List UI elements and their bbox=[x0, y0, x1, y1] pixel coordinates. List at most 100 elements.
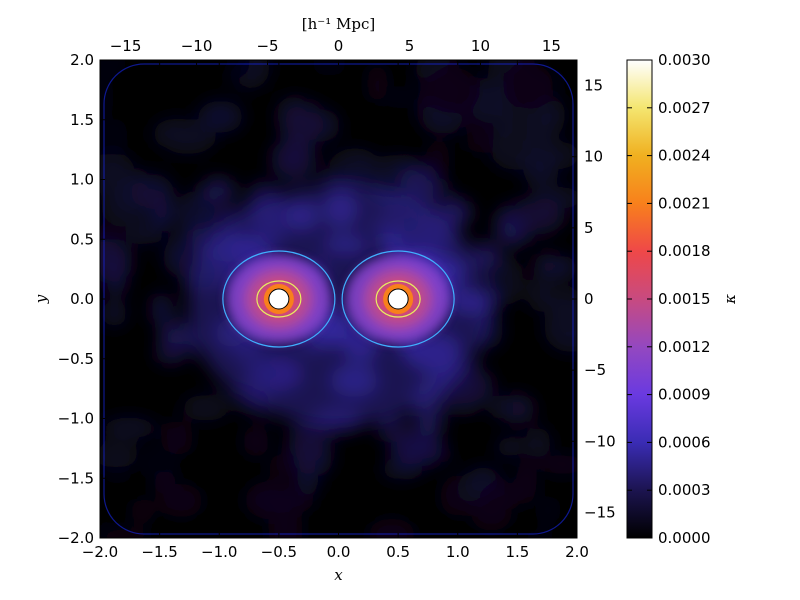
noise-clump bbox=[101, 300, 127, 327]
colorbar-tick-label: 0.0015 bbox=[658, 290, 711, 308]
noise-clump bbox=[510, 196, 565, 235]
noise-clump bbox=[125, 225, 162, 245]
x-tick-label: −0.5 bbox=[261, 543, 297, 561]
noise-clump bbox=[444, 200, 472, 226]
colorbar-tick-label: 0.0006 bbox=[658, 433, 711, 451]
noise-clump bbox=[271, 138, 316, 181]
noise-clump bbox=[244, 480, 297, 520]
y-tick-label: −1.5 bbox=[58, 469, 94, 487]
noise-clump bbox=[100, 117, 128, 155]
right-tick-label: 0 bbox=[584, 290, 594, 308]
noise-clump bbox=[425, 67, 480, 114]
noise-clump bbox=[201, 178, 236, 202]
y-tick-label: 1.5 bbox=[70, 111, 94, 129]
x-tick-label: 0.0 bbox=[327, 543, 351, 561]
noise-clump bbox=[105, 463, 130, 483]
colorbar: 0.0000 0.0003 0.0006 0.0009 0.0012 0.0015 0.00… bbox=[626, 51, 739, 547]
top-tick-label: 15 bbox=[542, 37, 561, 55]
x-tick-label: 2.0 bbox=[565, 543, 589, 561]
colorbar-tick-label: 0.0003 bbox=[658, 481, 711, 499]
top-tick-label: −5 bbox=[256, 37, 278, 55]
colorbar-tick-label: 0.0021 bbox=[658, 194, 711, 212]
noise-clump bbox=[105, 251, 127, 298]
colorbar-ticks: 0.0000 0.0003 0.0006 0.0009 0.0012 0.0015 0.00… bbox=[627, 51, 711, 547]
y-tick-label: 2.0 bbox=[70, 51, 94, 69]
noise-clump bbox=[155, 343, 186, 365]
colorbar-tick-label: 0.0027 bbox=[658, 99, 711, 117]
y-tick-label: 0.0 bbox=[70, 290, 94, 308]
noise-clump bbox=[525, 426, 551, 459]
contour-line bbox=[222, 250, 336, 348]
noise-clump bbox=[527, 277, 556, 313]
noise-clump bbox=[503, 62, 554, 110]
noise-clump bbox=[161, 420, 194, 457]
noise-clump bbox=[425, 142, 450, 178]
noise-clump bbox=[400, 165, 435, 207]
x-tick-label: −1.0 bbox=[201, 543, 237, 561]
y-tick-label: 1.0 bbox=[70, 171, 94, 189]
cluster-peak bbox=[387, 288, 409, 310]
noise-clump bbox=[368, 518, 416, 538]
noise-clump bbox=[268, 511, 304, 538]
colorbar-tick-label: 0.0012 bbox=[658, 338, 711, 356]
noise-clump bbox=[288, 422, 330, 463]
right-tick-label: −15 bbox=[584, 503, 616, 521]
top-tick-label: 5 bbox=[405, 37, 415, 55]
noise-clump bbox=[541, 454, 577, 475]
top-tick-label: −10 bbox=[181, 37, 213, 55]
x-axis-label: x bbox=[334, 566, 343, 584]
noise-clump bbox=[549, 288, 577, 332]
noise-clump bbox=[440, 475, 475, 517]
contour-line bbox=[341, 250, 455, 348]
contour-line bbox=[375, 280, 421, 318]
noise-clump bbox=[533, 253, 562, 277]
top-tick-label: −15 bbox=[110, 37, 142, 55]
noise-clump bbox=[538, 141, 577, 169]
pair-halo bbox=[188, 184, 489, 425]
noise-clump bbox=[465, 130, 494, 153]
noise-clump bbox=[178, 191, 215, 240]
y-axis-right: 15 10 5 0 −5 −10 −15 bbox=[572, 77, 616, 521]
noise-clump bbox=[490, 257, 523, 305]
noise-clump bbox=[100, 528, 151, 538]
noise-clump bbox=[471, 494, 512, 532]
noise-clump bbox=[535, 495, 562, 524]
colorbar-label: κ bbox=[721, 294, 739, 305]
top-tick-label: 10 bbox=[471, 37, 490, 55]
x-tick-label: 0.5 bbox=[386, 543, 410, 561]
x-tick-label: 1.5 bbox=[505, 543, 529, 561]
right-tick-label: 10 bbox=[584, 148, 603, 166]
noise-clump bbox=[130, 498, 155, 522]
y-tick-label: −2.0 bbox=[58, 529, 94, 547]
y-axis-label: y bbox=[32, 294, 50, 304]
right-tick-label: 5 bbox=[584, 219, 594, 237]
y-axis-left: −2.0 −1.5 −1.0 −0.5 0.0 0.5 1.0 1.5 2.0 bbox=[58, 51, 105, 547]
noise-clump bbox=[390, 432, 443, 467]
y-tick-label: −1.0 bbox=[58, 410, 94, 428]
noise-clump bbox=[226, 60, 251, 76]
noise-clump bbox=[181, 394, 230, 421]
x-axis-bottom: −2.0 −1.5 −1.0 −0.5 0.0 0.5 1.0 1.5 2.0 bbox=[82, 60, 589, 561]
kappa-field bbox=[100, 60, 577, 538]
contour-line bbox=[256, 280, 302, 318]
noise-clump bbox=[496, 437, 523, 458]
noise-clump bbox=[279, 101, 326, 147]
noise-clump bbox=[474, 241, 500, 269]
top-axis-label: [h⁻¹ Mpc] bbox=[302, 15, 375, 33]
top-tick-label: 0 bbox=[334, 37, 344, 55]
diffuse-halo bbox=[100, 60, 577, 538]
colorbar-tick-label: 0.0018 bbox=[658, 242, 711, 260]
y-tick-label: −0.5 bbox=[58, 350, 94, 368]
noise-clump bbox=[488, 395, 513, 419]
right-tick-label: −10 bbox=[584, 432, 616, 450]
noise-clump bbox=[366, 63, 388, 104]
noise-clump bbox=[198, 100, 244, 133]
heatmap-panel bbox=[99, 59, 578, 539]
y-tick-label: 0.5 bbox=[70, 230, 94, 248]
noise-clump bbox=[516, 458, 537, 505]
noise-clump bbox=[330, 147, 380, 186]
x-tick-label: −2.0 bbox=[82, 543, 118, 561]
noise-clump bbox=[160, 120, 216, 155]
noise-clump bbox=[378, 418, 408, 443]
